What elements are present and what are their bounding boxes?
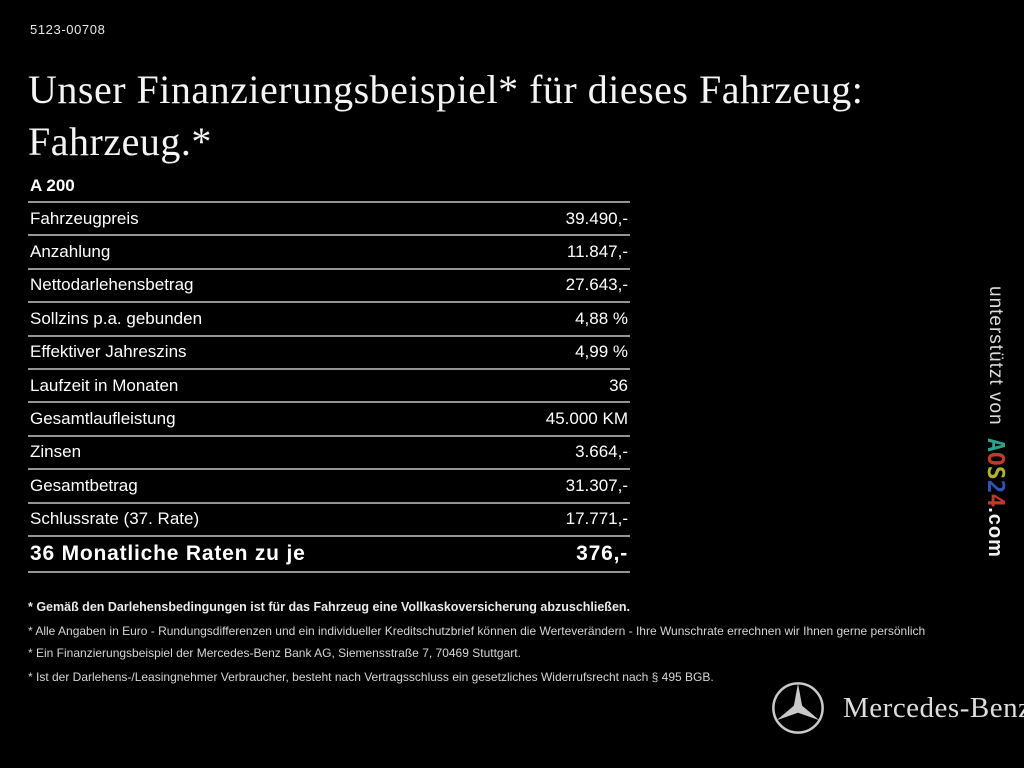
- row-label: Fahrzeugpreis: [30, 208, 139, 228]
- aos24-letter: 2: [982, 479, 1008, 494]
- mercedes-star-icon: [772, 682, 824, 734]
- row-label: Nettodarlehensbetrag: [30, 275, 194, 295]
- brand-wordmark: Mercedes-Benz: [843, 691, 1024, 724]
- row-value: 4,99 %: [575, 342, 628, 362]
- row-value: 36: [609, 375, 628, 395]
- footnotes: * Gemäß den Darlehensbedingungen ist für…: [28, 600, 1008, 692]
- document-id: 5123-00708: [30, 22, 106, 37]
- row-label: Zinsen: [30, 442, 82, 462]
- row-value: 11.847,-: [566, 242, 628, 262]
- table-row: Anzahlung 11.847,-: [28, 236, 630, 270]
- aos24-letter: A: [982, 437, 1008, 452]
- table-row: Gesamtlaufleistung 45.000 KM: [28, 403, 630, 437]
- row-label: Schlussrate (37. Rate): [30, 509, 200, 529]
- row-value: 3.664,-: [575, 442, 628, 462]
- row-value: 31.307,-: [565, 475, 628, 495]
- aos24-logo: AOS24: [982, 438, 1008, 507]
- table-row: Nettodarlehensbetrag 27.643,-: [28, 270, 630, 304]
- finance-table: Fahrzeugpreis 39.490,- Anzahlung 11.847,…: [28, 201, 630, 573]
- sponsor-domain-suffix: .com: [984, 507, 1006, 558]
- row-value: 17.771,-: [565, 509, 628, 529]
- row-label: Gesamtbetrag: [30, 475, 138, 495]
- row-label: Gesamtlaufleistung: [30, 409, 176, 429]
- row-value: 27.643,-: [565, 275, 628, 295]
- table-row: Effektiver Jahreszins 4,99 %: [28, 337, 630, 370]
- table-total-row: 36 Monatliche Raten zu je 376,-: [28, 537, 630, 573]
- row-label: Sollzins p.a. gebunden: [30, 308, 203, 328]
- table-row: Laufzeit in Monaten 36: [28, 370, 630, 404]
- table-row: Sollzins p.a. gebunden 4,88 %: [28, 303, 630, 337]
- page-title: Unser Finanzierungsbeispiel* für dieses …: [28, 64, 863, 168]
- aos24-letter: 4: [982, 493, 1008, 508]
- row-value: 45.000 KM: [545, 409, 628, 429]
- table-row: Gesamtbetrag 31.307,-: [28, 470, 630, 504]
- row-value: 4,88 %: [575, 308, 628, 328]
- title-line-1: Unser Finanzierungsbeispiel* für dieses …: [28, 67, 864, 112]
- row-label: Laufzeit in Monaten: [30, 375, 179, 395]
- vehicle-model: A 200: [30, 176, 75, 195]
- footnote-2: * Alle Angaben in Euro - Rundungsdiffere…: [28, 624, 926, 638]
- row-label: Effektiver Jahreszins: [30, 342, 187, 362]
- row-label: Anzahlung: [30, 242, 111, 262]
- row-value: 39.490,-: [565, 208, 628, 228]
- table-row: Schlussrate (37. Rate) 17.771,-: [28, 504, 630, 537]
- sponsor-watermark: unterstützt von AOS24.com: [982, 286, 1008, 558]
- aos24-letter: S: [982, 465, 1008, 480]
- table-row: Zinsen 3.664,-: [28, 437, 630, 471]
- footnote-3: * Ein Finanzierungsbeispiel der Mercedes…: [28, 646, 521, 660]
- total-value: 376,-: [576, 541, 628, 565]
- footnote-1: * Gemäß den Darlehensbedingungen ist für…: [28, 600, 631, 614]
- aos24-letter: O: [982, 451, 1008, 466]
- total-label: 36 Monatliche Raten zu je: [30, 541, 306, 565]
- footnote-4: * Ist der Darlehens-/Leasingnehmer Verbr…: [28, 670, 714, 684]
- sponsor-prefix: unterstützt von: [985, 286, 1006, 432]
- table-row: Fahrzeugpreis 39.490,-: [28, 203, 630, 237]
- brand-footer: Mercedes-Benz: [770, 679, 1024, 737]
- title-line-2: Fahrzeug.*: [28, 119, 212, 164]
